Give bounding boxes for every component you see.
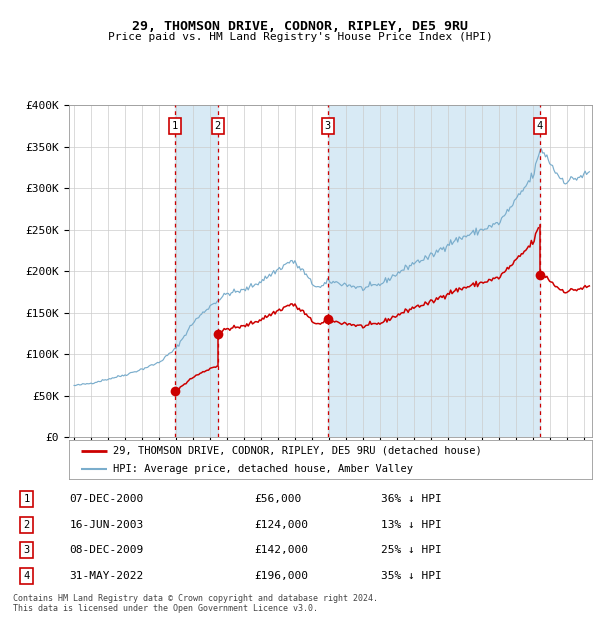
Text: 1: 1 [23, 494, 29, 504]
Text: 08-DEC-2009: 08-DEC-2009 [70, 545, 144, 555]
Text: 3: 3 [325, 121, 331, 131]
Text: £142,000: £142,000 [254, 545, 308, 555]
Text: Contains HM Land Registry data © Crown copyright and database right 2024.
This d: Contains HM Land Registry data © Crown c… [13, 594, 378, 613]
Text: 4: 4 [536, 121, 543, 131]
Text: 3: 3 [23, 545, 29, 555]
Text: HPI: Average price, detached house, Amber Valley: HPI: Average price, detached house, Ambe… [113, 464, 413, 474]
Text: 07-DEC-2000: 07-DEC-2000 [70, 494, 144, 504]
Text: £56,000: £56,000 [254, 494, 301, 504]
Text: 36% ↓ HPI: 36% ↓ HPI [380, 494, 442, 504]
Text: 2: 2 [23, 520, 29, 530]
Text: 16-JUN-2003: 16-JUN-2003 [70, 520, 144, 530]
Text: 31-MAY-2022: 31-MAY-2022 [70, 571, 144, 581]
Text: 29, THOMSON DRIVE, CODNOR, RIPLEY, DE5 9RU (detached house): 29, THOMSON DRIVE, CODNOR, RIPLEY, DE5 9… [113, 446, 482, 456]
Text: £196,000: £196,000 [254, 571, 308, 581]
Text: 2: 2 [215, 121, 221, 131]
Text: Price paid vs. HM Land Registry's House Price Index (HPI): Price paid vs. HM Land Registry's House … [107, 32, 493, 42]
Text: 1: 1 [172, 121, 178, 131]
Text: 13% ↓ HPI: 13% ↓ HPI [380, 520, 442, 530]
Text: 25% ↓ HPI: 25% ↓ HPI [380, 545, 442, 555]
Text: £124,000: £124,000 [254, 520, 308, 530]
Text: 4: 4 [23, 571, 29, 581]
Bar [328, 105, 540, 437]
Text: 29, THOMSON DRIVE, CODNOR, RIPLEY, DE5 9RU: 29, THOMSON DRIVE, CODNOR, RIPLEY, DE5 9… [132, 20, 468, 33]
Text: 35% ↓ HPI: 35% ↓ HPI [380, 571, 442, 581]
Bar [175, 105, 218, 437]
